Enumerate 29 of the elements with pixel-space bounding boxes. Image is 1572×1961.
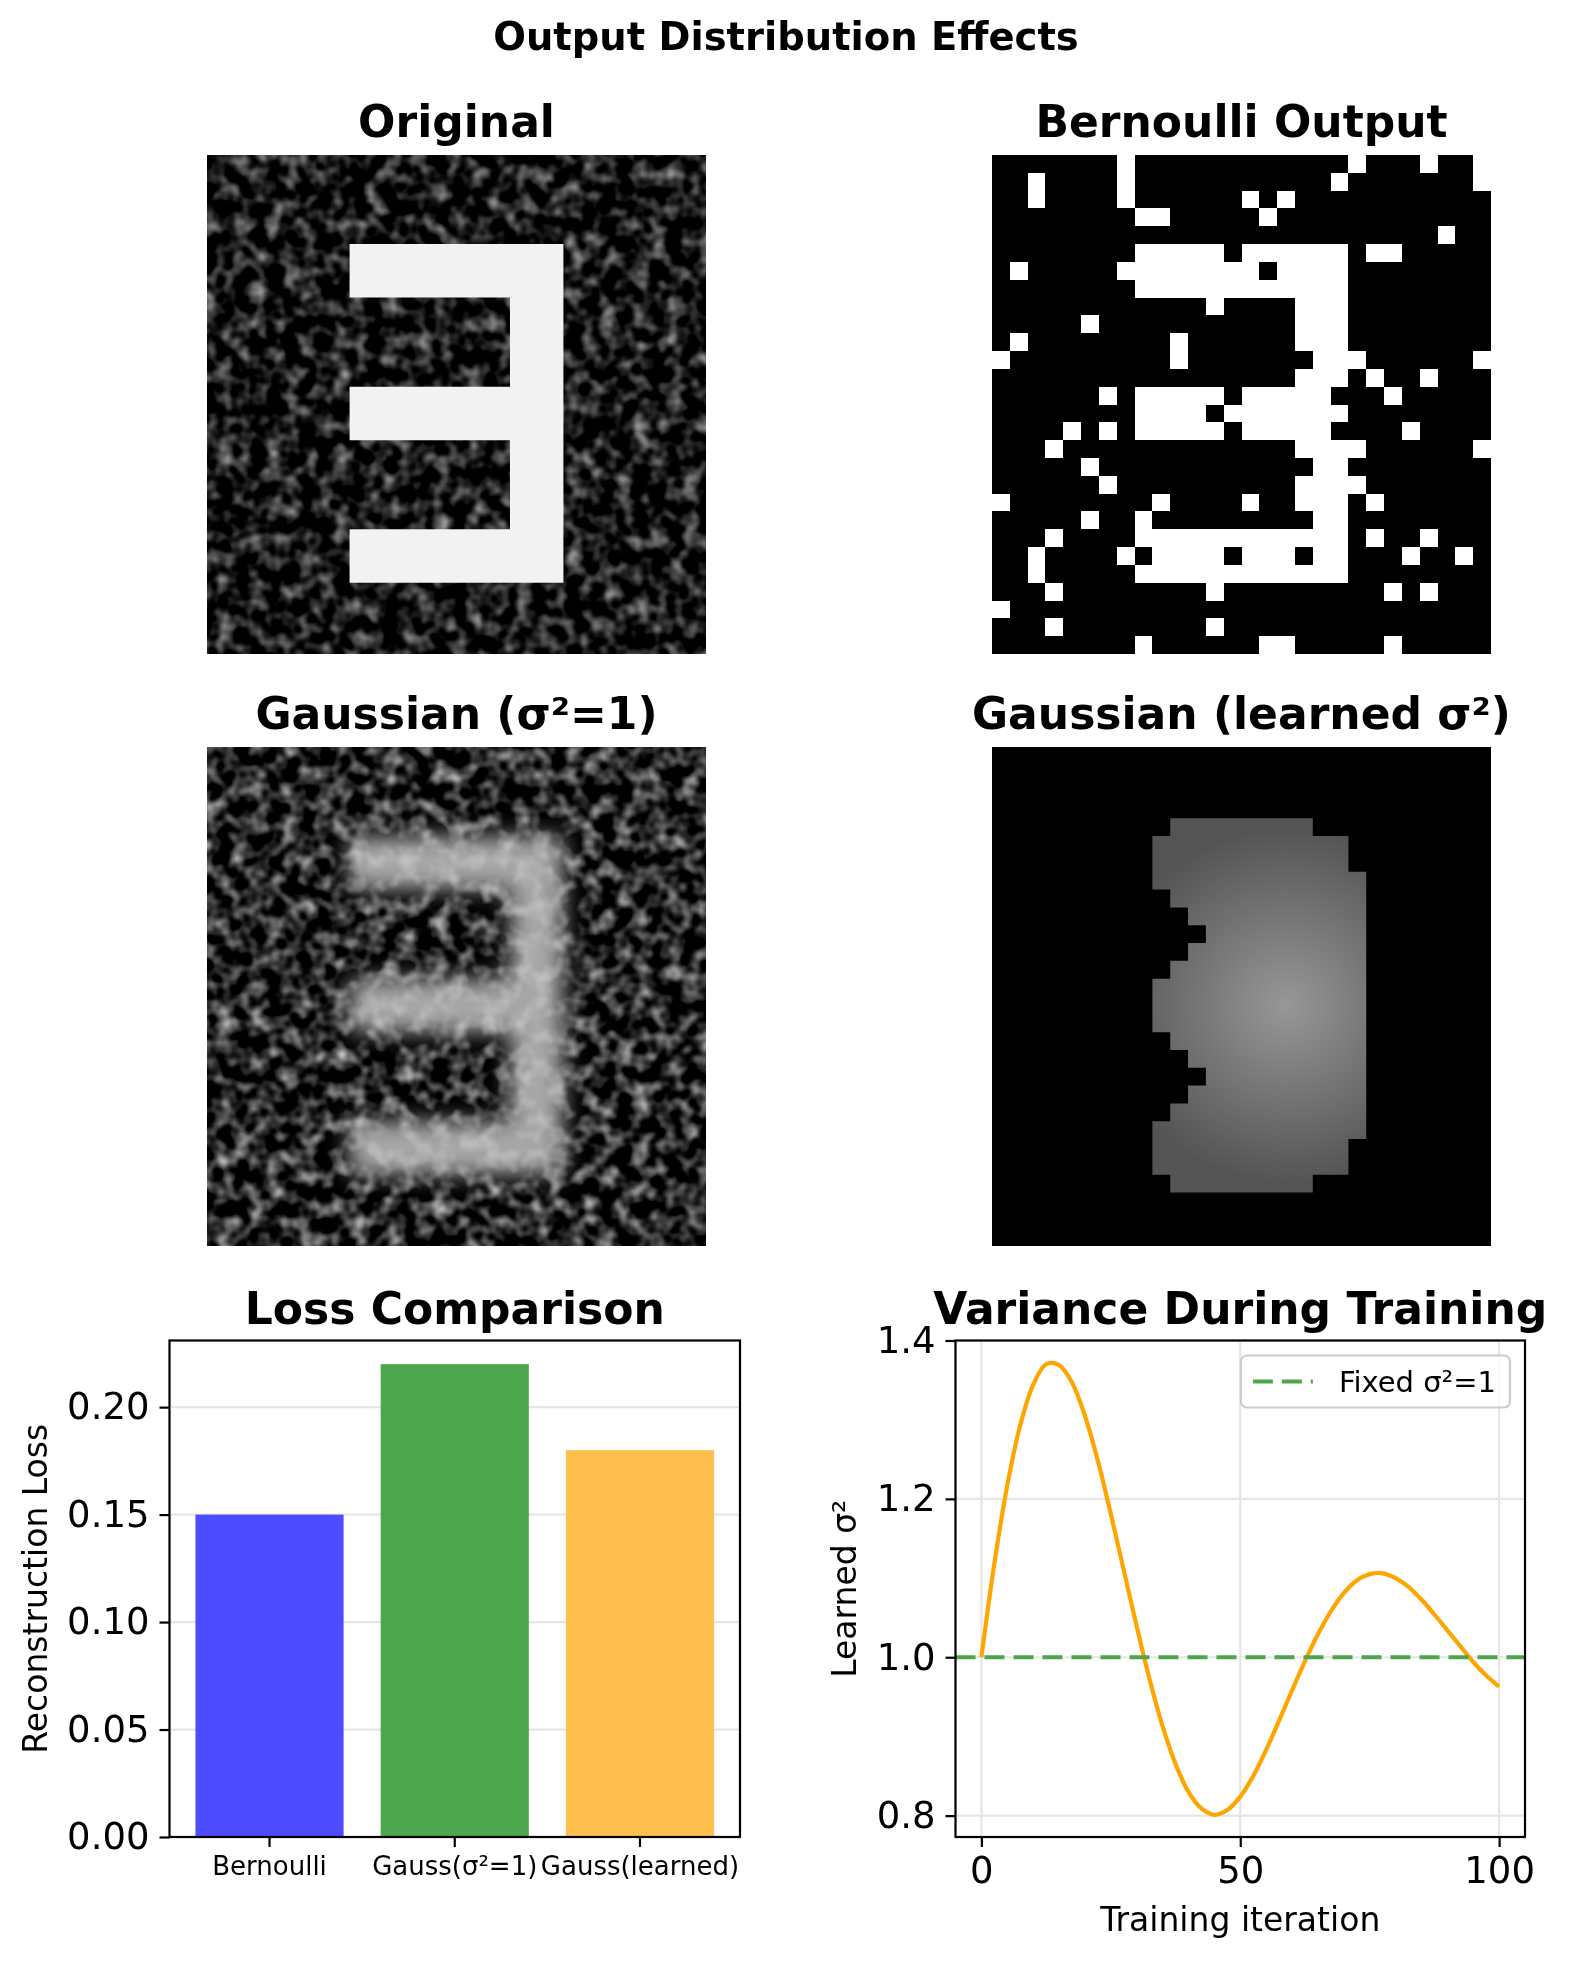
y-tick-label: 0.8 [876, 1793, 936, 1837]
y-tick-label: 0.10 [67, 1600, 150, 1644]
x-axis-title: Training iteration [1099, 1900, 1381, 1939]
y-tick-label: 1.2 [876, 1477, 936, 1521]
y-tick-label: 1.4 [876, 1318, 936, 1362]
text: Output Distribution Effects [493, 14, 1079, 59]
y-axis-title: Reconstruction Loss [16, 1423, 55, 1754]
chart-title: Variance During Training [933, 1282, 1548, 1334]
x-tick-label: Gauss(learned) [540, 1851, 740, 1882]
bar [565, 1450, 715, 1837]
x-tick-label: 50 [1217, 1849, 1265, 1893]
text: Gaussian (learned σ²) [972, 688, 1511, 739]
text: Original [358, 96, 555, 147]
x-tick-label: Bernoulli [212, 1851, 327, 1882]
x-tick-label: 100 [1464, 1849, 1535, 1893]
x-tick-label: Gauss(σ²=1) [372, 1851, 538, 1882]
y-tick-label: 0.00 [67, 1815, 150, 1859]
text: Gaussian (σ²=1) [255, 688, 658, 739]
y-tick-label: 1.0 [876, 1635, 936, 1679]
bar [380, 1364, 529, 1837]
y-axis-title: Learned σ² [825, 1499, 864, 1678]
y-tick-label: 0.20 [67, 1385, 150, 1429]
y-tick-label: 0.05 [67, 1707, 150, 1751]
x-tick-label: 0 [970, 1849, 994, 1893]
y-tick-label: 0.15 [67, 1492, 150, 1536]
text: Bernoulli Output [1035, 96, 1448, 147]
chart-title: Loss Comparison [244, 1282, 665, 1334]
bar [195, 1514, 344, 1837]
legend-label: Fixed σ²=1 [1338, 1364, 1496, 1399]
